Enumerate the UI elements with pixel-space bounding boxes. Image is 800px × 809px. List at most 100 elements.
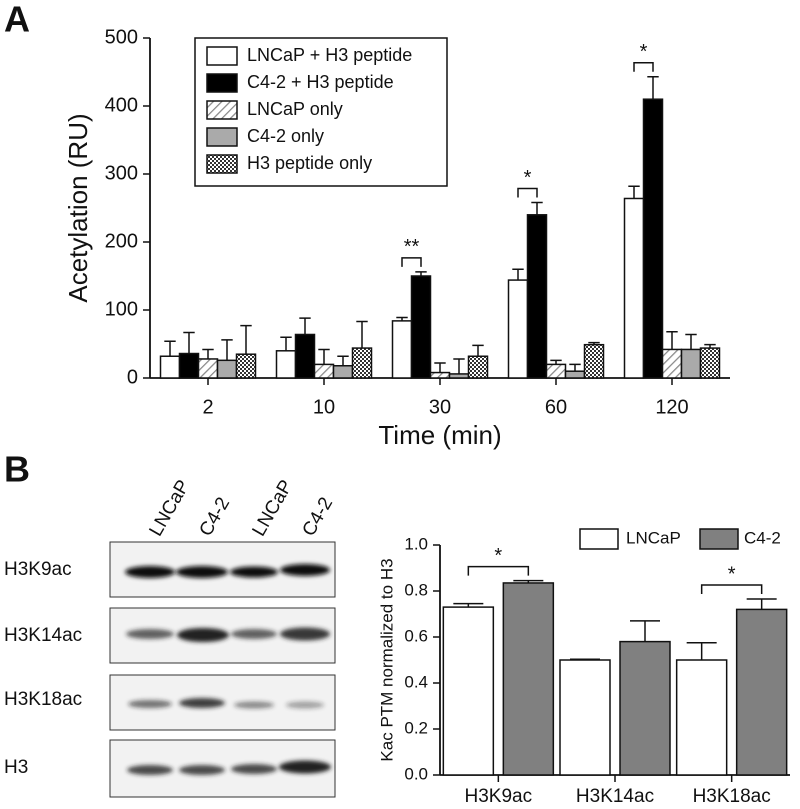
legend-label: LNCaP only (247, 99, 343, 119)
bar (351, 347, 373, 379)
bar (564, 370, 586, 379)
bar (735, 608, 788, 776)
x-tick-label: H3K14ac (576, 786, 654, 807)
bar (410, 275, 432, 379)
error-bar (628, 185, 640, 199)
legend-swatch (206, 154, 238, 174)
error-bar (686, 642, 717, 660)
y-tick-label: 200 (105, 230, 138, 252)
bar (526, 214, 548, 379)
x-tick-label: 60 (545, 396, 567, 418)
error-bar (647, 76, 659, 100)
bar (197, 358, 219, 379)
bar (391, 320, 413, 379)
legend-label: C4-2 only (247, 126, 324, 146)
significance-label: ** (404, 236, 420, 258)
x-tick-label: H3K18ac (693, 786, 771, 807)
lane-label: LNCaP (145, 476, 194, 540)
y-tick-label: 400 (105, 94, 138, 116)
y-tick-label: 0.8 (404, 580, 428, 599)
significance-label: * (494, 545, 502, 567)
y-tick-label: 100 (105, 298, 138, 320)
significance-bracket (700, 584, 763, 595)
legend-swatch (699, 528, 739, 550)
bar (178, 352, 200, 379)
bar (313, 363, 335, 379)
legend-swatch (206, 127, 238, 147)
error-bar (299, 317, 311, 335)
significance-label: * (728, 563, 736, 585)
y-tick-label: 0 (127, 366, 138, 388)
y-tick-label: 0.4 (404, 672, 428, 691)
bar (502, 582, 555, 776)
bands (126, 627, 330, 642)
lane-label: C4-2 (195, 494, 234, 540)
bar (699, 347, 721, 379)
x-tick-label: H3K9ac (465, 786, 533, 807)
error-bar (472, 344, 484, 357)
y-tick-label: 300 (105, 162, 138, 184)
legend-label: C4-2 + H3 peptide (247, 72, 394, 92)
legend-swatch (206, 73, 238, 93)
legend-label: C4-2 (744, 528, 781, 547)
error-bar (512, 268, 524, 281)
error-bar (685, 333, 697, 350)
significance-bracket (401, 257, 422, 267)
bar (661, 348, 683, 379)
significance-label: * (524, 167, 532, 189)
legend-swatch (206, 46, 238, 66)
bar (429, 371, 451, 379)
x-tick-label: 120 (655, 396, 688, 418)
error-bar (356, 320, 368, 349)
bar (235, 353, 257, 379)
bar (675, 659, 728, 776)
y-tick-label: 500 (105, 26, 138, 48)
bar (216, 359, 238, 379)
legend-swatch (579, 528, 619, 550)
panel-label: B (4, 449, 30, 490)
row-label: H3K18ac (4, 689, 82, 710)
y-tick-label: 1.0 (404, 534, 428, 553)
error-bar (337, 355, 349, 366)
error-bar (280, 336, 292, 351)
x-axis-label: Time (min) (378, 420, 501, 450)
significance-bracket (467, 565, 530, 576)
bar (442, 606, 495, 776)
error-bar (531, 201, 543, 215)
y-tick-label: 0.6 (404, 626, 428, 645)
error-bar (434, 362, 446, 373)
y-axis-label: Acetylation (RU) (63, 113, 93, 302)
error-bar (318, 348, 330, 365)
bar (642, 98, 664, 379)
bar (467, 355, 489, 379)
bands (127, 760, 331, 775)
legend-label: LNCaP (626, 528, 681, 547)
error-bar (240, 324, 252, 355)
row-label: H3K9ac (4, 559, 72, 580)
lane-label: C4-2 (298, 494, 337, 540)
error-bar (183, 331, 195, 354)
error-bar (630, 620, 660, 642)
y-tick-label: 0.0 (404, 764, 428, 783)
error-bar (164, 340, 176, 357)
bar (159, 355, 181, 379)
error-bar (569, 363, 581, 372)
significance-bracket (517, 187, 538, 198)
bar (294, 333, 316, 379)
error-bar (221, 339, 233, 361)
bar (680, 348, 702, 379)
row-label: H3 (4, 757, 28, 778)
legend-swatch (206, 100, 238, 120)
bar (275, 350, 297, 379)
error-bar (746, 598, 777, 610)
significance-bracket (633, 62, 654, 72)
bar (507, 279, 529, 379)
error-bar (453, 358, 465, 374)
bar (545, 363, 567, 379)
bar (332, 365, 354, 379)
error-bar (202, 348, 214, 359)
legend-label: LNCaP + H3 peptide (247, 45, 412, 65)
significance-label: * (640, 41, 648, 63)
bar (623, 197, 645, 379)
